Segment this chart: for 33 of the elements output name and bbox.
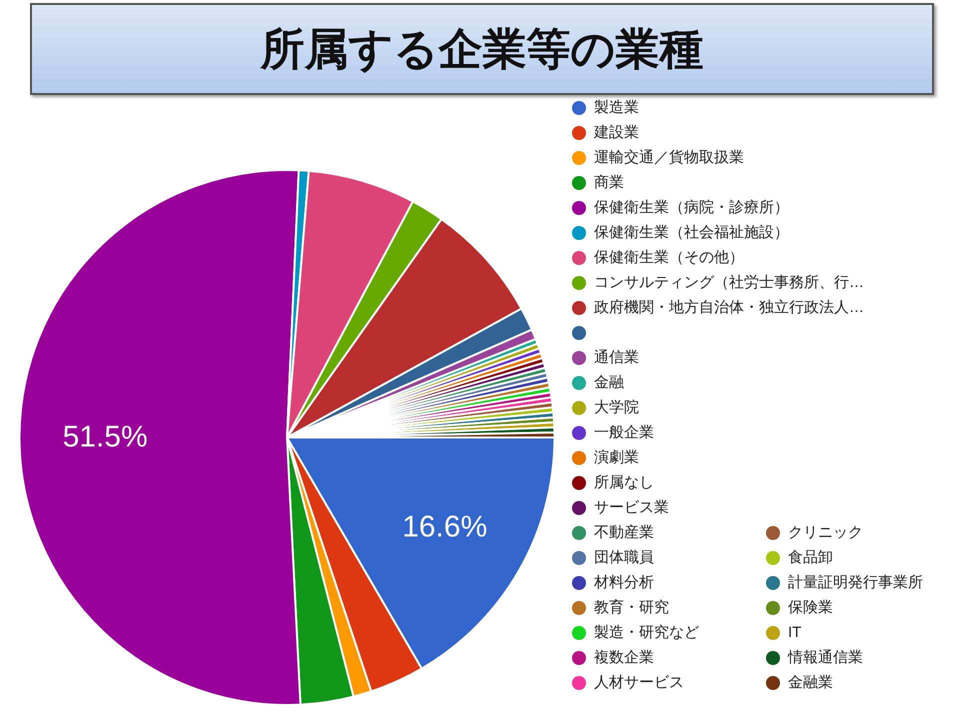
legend-label: 情報通信業 (788, 648, 863, 667)
legend-label: 一般企業 (594, 423, 654, 442)
legend-label: 製造・研究など (594, 623, 699, 642)
legend-label: 人材サービス (594, 673, 684, 692)
legend-label: 政府機関・地方自治体・独立行政法人… (594, 298, 864, 317)
legend-label: IT (788, 624, 802, 641)
legend-label: 教育・研究 (594, 598, 669, 617)
legend-label: コンサルティング（社労士事務所、行… (594, 273, 864, 292)
legend-label: 複数企業 (594, 648, 654, 667)
legend-label: 演劇業 (594, 448, 639, 467)
data-label: 16.6% (402, 510, 488, 544)
legend-label: 製造業 (594, 98, 639, 117)
legend-label: 金融 (594, 373, 624, 392)
legend-label: 金融業 (788, 673, 833, 692)
legend-label: 団体職員 (594, 548, 654, 567)
legend-label: クリニック (788, 523, 863, 542)
legend-label: 運輸交通／貨物取扱業 (594, 148, 744, 167)
legend-label: 計量証明発行事業所 (788, 573, 923, 592)
data-label: 51.5% (62, 420, 148, 454)
legend-label: 保健衛生業（病院・診療所） (594, 198, 789, 217)
legend-label: 材料分析 (594, 573, 654, 592)
legend-label: 建設業 (594, 123, 639, 142)
legend-label: 保健衛生業（社会福祉施設） (594, 223, 789, 242)
legend-label: サービス業 (594, 498, 669, 517)
legend-label: 商業 (594, 173, 624, 192)
legend-label: 所属なし (594, 473, 654, 492)
legend-label: 保険業 (788, 598, 833, 617)
legend-label: 通信業 (594, 348, 639, 367)
chart-title: 所属する企業等の業種 (260, 24, 704, 76)
legend-label: 保健衛生業（その他） (594, 248, 744, 267)
legend-label: 不動産業 (594, 523, 654, 542)
legend-label: 食品卸 (788, 548, 833, 567)
legend-label: 大学院 (594, 398, 639, 417)
